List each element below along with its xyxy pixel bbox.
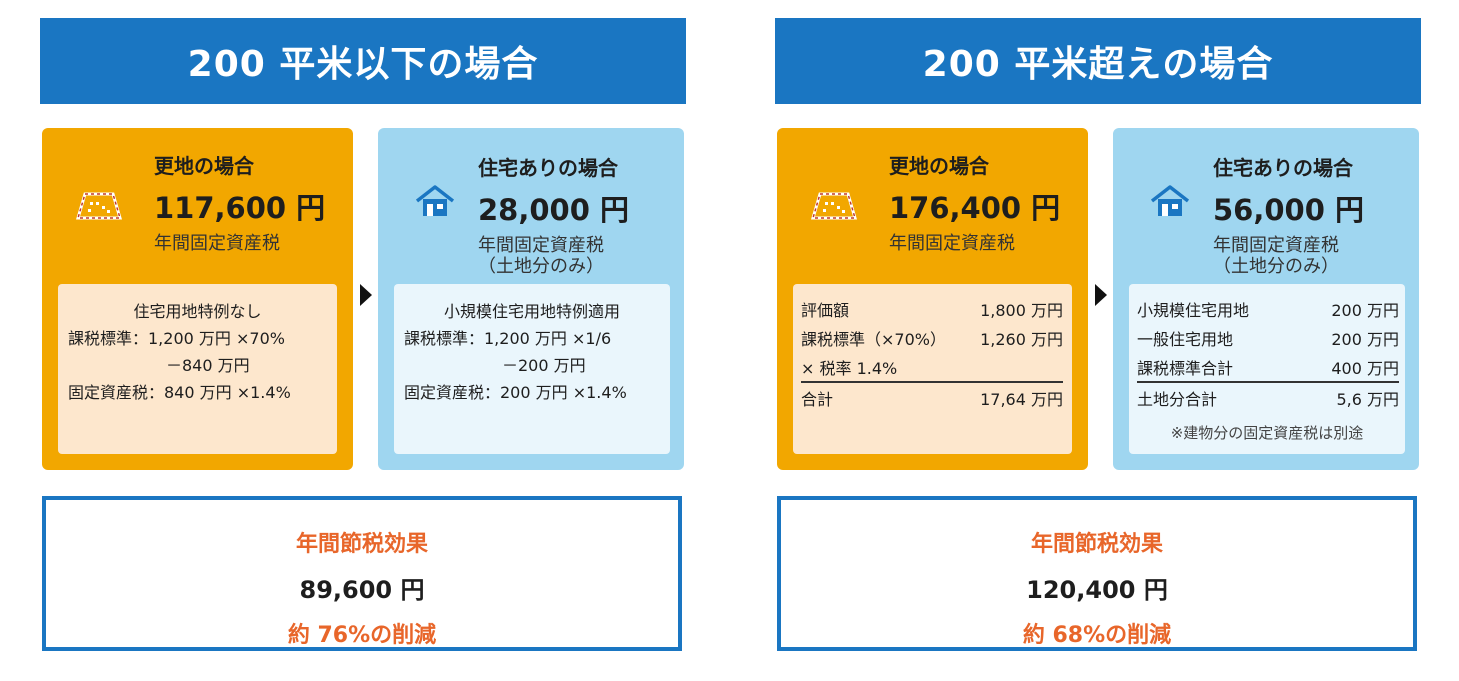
detail-line: －200 万円 [502,356,586,375]
arrow-right-icon [1095,284,1107,306]
house-icon [1150,185,1190,216]
row-value: 1,260 万円 [980,329,1063,349]
house-card: 住宅ありの場合 28,000 円 年間固定資産税 （土地分のみ） 小規模住宅用地… [378,128,684,470]
tax-label: 年間固定資産税 [478,235,604,256]
table-row: 小規模住宅用地 200 万円 [1137,294,1399,323]
savings-percent: 約 68%の削減 [1022,623,1172,648]
vacant-land-card: 更地の場合 176,400 円 年間固定資産税 評価額 1,800 万円 課税標… [777,128,1088,470]
card-title: 住宅ありの場合 [478,156,618,180]
tax-label: 年間固定資産税 [154,233,280,254]
total-value: 17,64 万円 [967,381,1063,412]
table-row: 課税標準（×70%） 1,260 万円 [801,323,1063,352]
tax-label-note: （土地分のみ） [1213,256,1339,277]
panel-over-200: 200 平米超えの場合 更地の場合 176,400 円 年間固定資産税 評価額 [775,18,1421,658]
vacant-land-icon [76,192,122,220]
detail-line: 課税標準：1,200 万円 ×70% [68,329,285,348]
detail-line: 課税標準：1,200 万円 ×1/6 [404,329,612,348]
row-value: 200 万円 [1331,329,1399,349]
table-total-row: 土地分合計 5,6 万円 [1137,381,1399,412]
row-value: 200 万円 [1331,300,1399,320]
savings-result: 年間節税効果 89,600 円 約 76%の削減 [42,496,682,651]
detail-title: 小規模住宅用地特例適用 [443,302,620,321]
tax-label-note: （土地分のみ） [478,256,604,277]
house-icon [415,185,455,216]
banner-title: 200 平米超えの場合 [775,18,1421,104]
row-key: × 税率 1.4% [801,358,898,378]
tax-label: 年間固定資産税 [1213,235,1339,256]
table-row: 評価額 1,800 万円 [801,294,1063,323]
detail-line: －840 万円 [166,356,250,375]
savings-amount: 120,400 円 [1026,576,1168,604]
total-key: 合計 [801,381,968,412]
tax-amount: 28,000 円 [478,193,630,227]
detail-title: 住宅用地特例なし [133,302,262,321]
total-key: 土地分合計 [1137,381,1301,412]
house-card: 住宅ありの場合 56,000 円 年間固定資産税 （土地分のみ） 小規模住宅用地… [1113,128,1419,470]
calc-detail: 住宅用地特例なし 課税標準：1,200 万円 ×70% －840 万円 固定資産… [58,284,337,454]
row-value: 1,800 万円 [980,300,1063,320]
row-key: 小規模住宅用地 [1137,300,1250,320]
tax-amount: 117,600 円 [154,191,326,225]
row-value [968,352,1063,382]
row-key: 評価額 [801,300,850,320]
tax-amount: 56,000 円 [1213,193,1365,227]
total-value: 5,6 万円 [1300,381,1399,412]
row-key: 課税標準（×70%） [801,329,946,349]
savings-label: 年間節税効果 [1030,532,1163,557]
card-title: 更地の場合 [889,154,989,178]
row-key: 課税標準合計 [1137,358,1234,378]
savings-result: 年間節税効果 120,400 円 約 68%の削減 [777,496,1417,651]
calc-detail: 小規模住宅用地特例適用 課税標準：1,200 万円 ×1/6 －200 万円 固… [394,284,670,454]
footnote: ※建物分の固定資産税は別途 [1170,424,1364,442]
table-row: 課税標準合計 400 万円 [1137,352,1399,382]
card-title: 住宅ありの場合 [1213,156,1353,180]
panel-under-200: 200 平米以下の場合 更地の場合 117,600 円 年間固定資産税 住宅用地… [40,18,686,658]
arrow-right-icon [360,284,372,306]
savings-percent: 約 76%の削減 [287,623,437,648]
banner-title: 200 平米以下の場合 [40,18,686,104]
savings-amount: 89,600 円 [299,576,425,604]
table-total-row: 合計 17,64 万円 [801,381,1063,412]
savings-label: 年間節税効果 [295,532,428,557]
row-key: 一般住宅用地 [1137,329,1234,349]
card-title: 更地の場合 [154,154,254,178]
tax-label: 年間固定資産税 [889,233,1015,254]
tax-amount: 176,400 円 [889,191,1061,225]
vacant-land-card: 更地の場合 117,600 円 年間固定資産税 住宅用地特例なし 課税標準：1,… [42,128,353,470]
vacant-land-icon [811,192,857,220]
calc-table: 評価額 1,800 万円 課税標準（×70%） 1,260 万円 × 税率 1.… [793,284,1072,454]
row-value: 400 万円 [1331,358,1399,378]
detail-line: 固定資産税：200 万円 ×1.4% [404,383,627,402]
table-row: 一般住宅用地 200 万円 [1137,323,1399,352]
calc-table: 小規模住宅用地 200 万円 一般住宅用地 200 万円 課税標準合計 400 … [1129,284,1405,454]
detail-line: 固定資産税：840 万円 ×1.4% [68,383,291,402]
table-row: × 税率 1.4% [801,352,1063,382]
